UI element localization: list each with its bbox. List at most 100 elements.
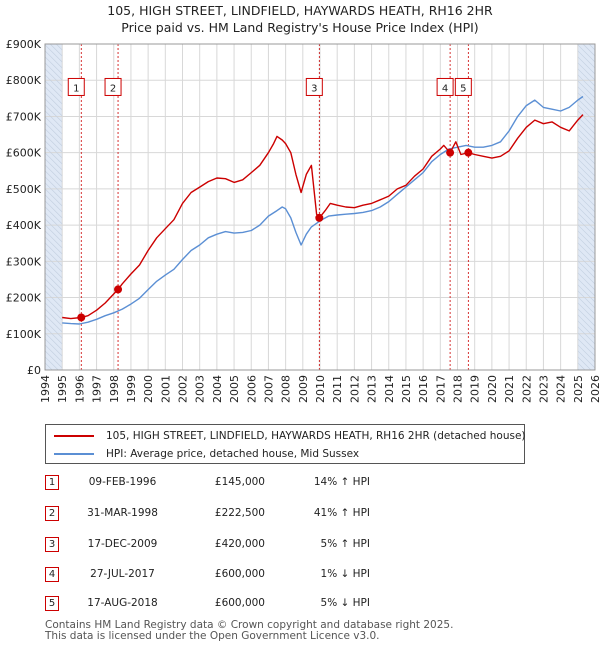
x-tick-label: 1999 [125, 375, 138, 403]
series-line-hpi [62, 95, 584, 325]
shade-hatch [44, 224, 63, 243]
shade-hatch [44, 62, 63, 81]
sale-price: £145,000 [214, 476, 265, 488]
shaded-range [577, 44, 595, 370]
sale-point [77, 313, 86, 322]
shade-hatch [44, 230, 63, 249]
sale-price: £600,000 [214, 597, 265, 609]
shade-hatch [582, 43, 596, 57]
x-tick-label: 2007 [262, 375, 275, 403]
shade-hatch [44, 212, 63, 231]
shade-hatch [44, 80, 63, 99]
sale-hpi-change: 41% ↑ HPI [313, 507, 370, 519]
x-tick-label: 2016 [417, 375, 430, 403]
sale-date: 17-DEC-2009 [87, 538, 158, 550]
shade-hatch [44, 266, 63, 285]
shade-hatch [44, 344, 63, 363]
shade-hatch [44, 56, 63, 75]
shade-hatch [44, 200, 63, 219]
shade-hatch [44, 110, 63, 129]
sale-badge: 3 [45, 537, 59, 552]
y-tick-label: £900K [6, 38, 42, 51]
shade-hatch [577, 314, 596, 333]
x-tick-label: 2004 [211, 375, 224, 403]
x-tick-label: 2013 [366, 375, 379, 403]
shade-hatch [577, 146, 596, 165]
sale-date: 09-FEB-1996 [88, 476, 157, 488]
sale-number-label: 3 [311, 83, 317, 94]
shade-hatch [44, 206, 63, 225]
shade-hatch [44, 44, 63, 63]
shade-hatch [577, 242, 596, 261]
price-chart: 1 2 3 4 5 £0 £100K £200K £300K £400K £500K £600K £70… [6, 38, 600, 403]
shade-hatch [44, 182, 63, 201]
chart-title-line2: Price paid vs. HM Land Registry's House … [121, 20, 479, 35]
x-tick-label: 2002 [177, 375, 190, 403]
sale-badge: 5 [45, 596, 59, 611]
footer-licence: This data is licensed under the Open Gov… [45, 630, 380, 642]
shade-hatch [577, 44, 596, 63]
x-tick-label: 2019 [469, 375, 482, 403]
shade-hatch [44, 290, 63, 309]
sale-number-label: 1 [73, 83, 79, 94]
x-tick-label: 2022 [520, 375, 533, 403]
y-tick-label: £400K [6, 219, 42, 232]
x-tick-label: 2015 [400, 375, 413, 403]
x-tick-label: 2005 [228, 375, 241, 403]
shade-hatch [44, 302, 63, 321]
shade-hatch [577, 326, 596, 345]
shade-hatch [44, 338, 63, 357]
sale-point [464, 148, 473, 157]
shade-hatch [577, 200, 596, 219]
shade-hatch [577, 344, 596, 363]
chart-title-line1: 105, HIGH STREET, LINDFIELD, HAYWARDS HE… [107, 3, 493, 18]
shade-hatch [577, 110, 596, 129]
x-tick-label: 2000 [142, 375, 155, 403]
sale-hpi-change: 5% ↓ HPI [320, 597, 370, 609]
shade-hatch [44, 164, 63, 183]
sale-price: £222,500 [214, 507, 265, 519]
shade-hatch [44, 194, 63, 213]
x-tick-label: 2021 [503, 375, 516, 403]
shade-hatch [44, 50, 63, 69]
shade-hatch [44, 260, 63, 279]
x-tick-label: 1997 [91, 375, 104, 403]
shade-hatch [44, 296, 63, 315]
shade-hatch [55, 43, 63, 51]
shade-hatch [577, 320, 596, 339]
shade-hatch [577, 308, 596, 327]
shade-hatch [577, 218, 596, 237]
shade-hatch [577, 86, 596, 105]
sale-price: £600,000 [214, 568, 265, 580]
shade-hatch [588, 43, 596, 51]
shade-hatch [44, 68, 63, 87]
shade-hatch [44, 218, 63, 237]
shade-hatch [44, 176, 63, 195]
shade-hatch [577, 170, 596, 189]
shade-hatch [577, 128, 596, 147]
shade-hatch [44, 74, 63, 93]
shade-hatch [577, 122, 596, 141]
shade-hatch [44, 128, 63, 147]
shade-hatch [577, 134, 596, 153]
legend-item-hpi: HPI: Average price, detached house, Mid … [54, 446, 359, 462]
x-tick-label: 2003 [194, 375, 207, 403]
shade-hatch [49, 43, 63, 57]
legend-swatch-property [54, 435, 94, 437]
sale-number-label: 4 [442, 83, 448, 94]
x-tick-label: 2018 [452, 375, 465, 403]
shade-hatch [44, 320, 63, 339]
shade-hatch [44, 170, 63, 189]
sale-price: £420,000 [214, 538, 265, 550]
shade-hatch [44, 254, 63, 273]
shade-hatch [44, 242, 63, 261]
shade-hatch [577, 80, 596, 99]
shade-hatch [44, 98, 63, 117]
shade-hatch [577, 224, 596, 243]
sale-hpi-change: 5% ↑ HPI [320, 538, 370, 550]
sale-badge: 1 [45, 475, 59, 490]
shade-hatch [44, 332, 63, 351]
sale-number-box [436, 77, 454, 96]
shade-hatch [577, 56, 596, 75]
sale-number-label: 5 [460, 83, 466, 94]
